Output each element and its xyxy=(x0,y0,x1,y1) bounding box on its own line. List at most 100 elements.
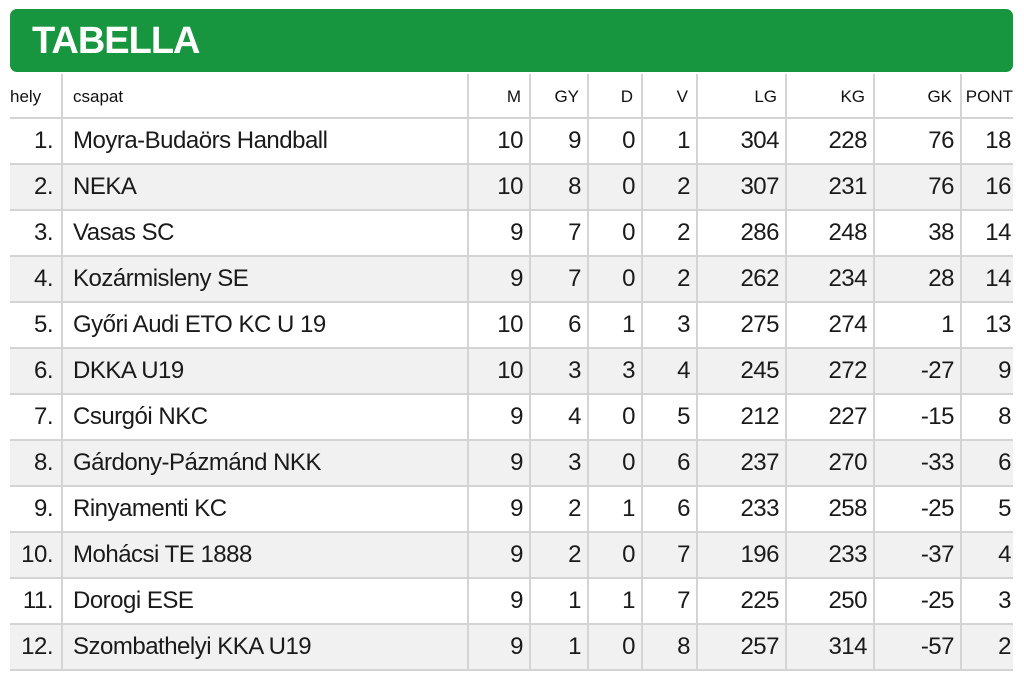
cell-lg: 286 xyxy=(697,210,787,257)
cell-team-name: Moyra-Budaörs Handball xyxy=(62,118,469,165)
cell-v: 4 xyxy=(642,348,698,395)
cell-d: 1 xyxy=(588,486,643,533)
cell-gk: -27 xyxy=(874,348,962,395)
cell-gk: 76 xyxy=(874,164,962,211)
cell-hely: 6. xyxy=(10,348,63,395)
cell-lg: 262 xyxy=(697,256,787,303)
cell-gy: 9 xyxy=(530,118,589,165)
cell-pont: 8 xyxy=(961,394,1013,441)
cell-hely: 9. xyxy=(10,486,63,533)
cell-m: 9 xyxy=(468,394,531,441)
cell-kg: 231 xyxy=(786,164,875,211)
cell-gy: 7 xyxy=(530,210,589,257)
cell-team-name: Kozármisleny SE xyxy=(62,256,469,303)
cell-hely: 12. xyxy=(10,624,63,671)
column-header-lg: LG xyxy=(697,74,787,119)
cell-kg: 270 xyxy=(786,440,875,487)
cell-hely: 8. xyxy=(10,440,63,487)
cell-gy: 2 xyxy=(530,532,589,579)
standings-table: hely csapat M GY D V LG KG GK PONT 1. Moy… xyxy=(10,74,1013,671)
cell-kg: 233 xyxy=(786,532,875,579)
cell-m: 9 xyxy=(468,578,531,625)
cell-team-name: Vasas SC xyxy=(62,210,469,257)
cell-v: 6 xyxy=(642,440,698,487)
cell-v: 1 xyxy=(642,118,698,165)
cell-d: 0 xyxy=(588,256,643,303)
cell-pont: 2 xyxy=(961,624,1013,671)
cell-m: 10 xyxy=(468,348,531,395)
cell-gy: 1 xyxy=(530,624,589,671)
cell-pont: 3 xyxy=(961,578,1013,625)
page-title: TABELLA xyxy=(32,20,200,62)
cell-d: 0 xyxy=(588,440,643,487)
table-row: 5. Győri Audi ETO KC U 19 10 6 1 3 275 274 1 13 xyxy=(10,302,1013,349)
cell-team-name: Csurgói NKC xyxy=(62,394,469,441)
cell-hely: 7. xyxy=(10,394,63,441)
table-row: 9. Rinyamenti KC 9 2 1 6 233 258 -25 5 xyxy=(10,486,1013,533)
table-header-row: hely csapat M GY D V LG KG GK PONT xyxy=(10,74,1013,119)
cell-hely: 2. xyxy=(10,164,63,211)
cell-v: 7 xyxy=(642,532,698,579)
cell-v: 2 xyxy=(642,210,698,257)
cell-lg: 257 xyxy=(697,624,787,671)
cell-d: 0 xyxy=(588,118,643,165)
column-header-d: D xyxy=(588,74,643,119)
cell-m: 9 xyxy=(468,624,531,671)
cell-lg: 225 xyxy=(697,578,787,625)
cell-lg: 245 xyxy=(697,348,787,395)
cell-hely: 4. xyxy=(10,256,63,303)
cell-hely: 10. xyxy=(10,532,63,579)
cell-gk: 76 xyxy=(874,118,962,165)
cell-gy: 3 xyxy=(530,348,589,395)
cell-gy: 1 xyxy=(530,578,589,625)
table-body: 1. Moyra-Budaörs Handball 10 9 0 1 304 228 76 18 2… xyxy=(10,118,1013,671)
cell-gy: 3 xyxy=(530,440,589,487)
cell-d: 0 xyxy=(588,164,643,211)
cell-gk: 1 xyxy=(874,302,962,349)
cell-m: 10 xyxy=(468,164,531,211)
cell-v: 2 xyxy=(642,256,698,303)
cell-v: 2 xyxy=(642,164,698,211)
table-row: 6. DKKA U19 10 3 3 4 245 272 -27 9 xyxy=(10,348,1013,395)
table-row: 12. Szombathelyi KKA U19 9 1 0 8 257 314 -57 2 xyxy=(10,624,1013,671)
column-header-pont: PONT xyxy=(961,74,1013,119)
cell-pont: 14 xyxy=(961,210,1013,257)
cell-m: 9 xyxy=(468,532,531,579)
table-row: 1. Moyra-Budaörs Handball 10 9 0 1 304 228 76 18 xyxy=(10,118,1013,165)
column-header-v: V xyxy=(642,74,698,119)
cell-gk: -57 xyxy=(874,624,962,671)
cell-d: 3 xyxy=(588,348,643,395)
cell-lg: 237 xyxy=(697,440,787,487)
cell-m: 10 xyxy=(468,302,531,349)
cell-pont: 9 xyxy=(961,348,1013,395)
cell-m: 10 xyxy=(468,118,531,165)
cell-kg: 227 xyxy=(786,394,875,441)
cell-kg: 274 xyxy=(786,302,875,349)
cell-kg: 250 xyxy=(786,578,875,625)
cell-team-name: Dorogi ESE xyxy=(62,578,469,625)
cell-kg: 314 xyxy=(786,624,875,671)
cell-gk: -33 xyxy=(874,440,962,487)
cell-pont: 16 xyxy=(961,164,1013,211)
cell-d: 0 xyxy=(588,394,643,441)
cell-d: 0 xyxy=(588,532,643,579)
cell-hely: 3. xyxy=(10,210,63,257)
cell-team-name: Rinyamenti KC xyxy=(62,486,469,533)
cell-v: 7 xyxy=(642,578,698,625)
cell-m: 9 xyxy=(468,440,531,487)
cell-v: 5 xyxy=(642,394,698,441)
table-row: 7. Csurgói NKC 9 4 0 5 212 227 -15 8 xyxy=(10,394,1013,441)
cell-team-name: Mohácsi TE 1888 xyxy=(62,532,469,579)
cell-hely: 5. xyxy=(10,302,63,349)
cell-d: 1 xyxy=(588,302,643,349)
cell-v: 3 xyxy=(642,302,698,349)
table-row: 3. Vasas SC 9 7 0 2 286 248 38 14 xyxy=(10,210,1013,257)
cell-pont: 4 xyxy=(961,532,1013,579)
table-row: 10. Mohácsi TE 1888 9 2 0 7 196 233 -37 4 xyxy=(10,532,1013,579)
cell-d: 0 xyxy=(588,624,643,671)
cell-pont: 13 xyxy=(961,302,1013,349)
cell-gk: -25 xyxy=(874,486,962,533)
cell-pont: 14 xyxy=(961,256,1013,303)
table-row: 4. Kozármisleny SE 9 7 0 2 262 234 28 14 xyxy=(10,256,1013,303)
column-header-gk: GK xyxy=(874,74,962,119)
